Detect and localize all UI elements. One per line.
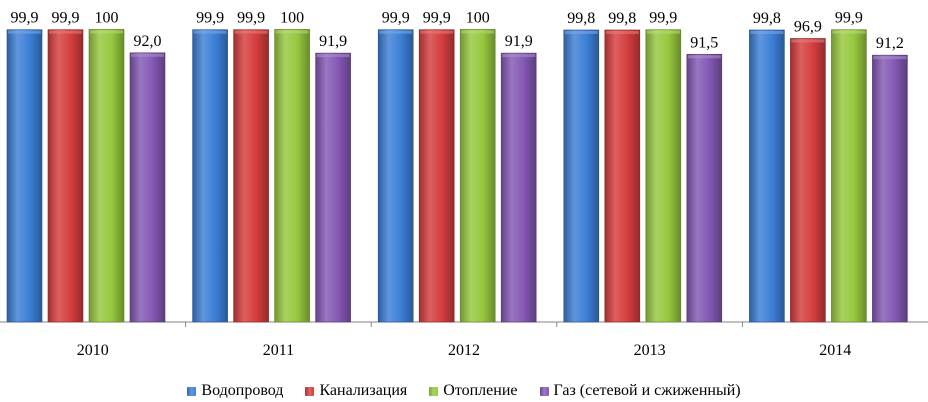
bar-1-2011 <box>192 29 228 323</box>
bar-3-2012 <box>459 29 496 323</box>
legend-label: Канализация <box>319 382 408 399</box>
plot-area: 99,9 99,9 100 92,0 2010 99,9 99,9 100 91,9 2011 99… <box>0 9 928 359</box>
bar-highlight <box>8 30 41 34</box>
bar-1-2013 <box>563 29 600 323</box>
data-label: 99,8 <box>753 10 781 27</box>
bar-highlight <box>90 30 123 34</box>
data-label: 99,9 <box>649 10 677 27</box>
bar-2-2010 <box>47 29 84 323</box>
bar-highlight <box>502 54 536 58</box>
data-label: 96,9 <box>794 18 822 35</box>
bar-highlight <box>564 30 598 34</box>
bar-4-2012 <box>500 52 537 323</box>
data-label: 91,2 <box>876 35 904 52</box>
data-label: 91,9 <box>505 33 533 50</box>
bar-highlight <box>379 30 413 34</box>
bar-highlight <box>873 56 907 60</box>
x-tick-label: 2014 <box>819 342 851 359</box>
data-label: 100 <box>466 9 490 26</box>
legend-label: Водопровод <box>201 382 284 399</box>
bar-highlight <box>646 30 680 34</box>
bar-highlight <box>234 30 268 34</box>
legend-swatch <box>539 386 549 396</box>
data-label: 99,9 <box>196 10 224 27</box>
bar-1-2014 <box>749 29 785 323</box>
data-label: 99,8 <box>567 10 595 27</box>
bar-4-2014 <box>872 54 908 323</box>
legend-item: Канализация <box>305 382 407 400</box>
bar-2-2012 <box>418 29 455 323</box>
data-label: 100 <box>95 9 119 26</box>
bar-highlight <box>420 30 454 34</box>
data-label: 99,9 <box>52 10 80 27</box>
data-label: 99,9 <box>11 10 39 27</box>
bar-highlight <box>832 30 866 34</box>
x-tick-label: 2011 <box>263 342 294 359</box>
legend-label: Отопление <box>443 382 518 399</box>
bar-highlight <box>316 54 350 58</box>
bar-highlight <box>131 53 164 57</box>
bar-1-2010 <box>6 29 43 323</box>
legend-swatch <box>429 386 439 396</box>
data-label: 99,8 <box>608 10 636 27</box>
bar-3-2010 <box>88 29 125 323</box>
bar-highlight <box>750 30 784 34</box>
data-label: 99,9 <box>423 10 451 27</box>
bar-4-2011 <box>315 52 351 323</box>
bar-2-2011 <box>233 29 269 323</box>
data-label: 99,9 <box>382 10 410 27</box>
data-label: 92,0 <box>134 33 162 50</box>
bar-3-2011 <box>274 29 310 323</box>
bar-highlight <box>193 30 227 34</box>
x-tick-label: 2013 <box>634 342 666 359</box>
bar-1-2012 <box>377 29 414 323</box>
chart-legend: Водопровод Канализация Отопление Газ (сетев… <box>0 380 928 402</box>
bar-2-2014 <box>790 38 826 323</box>
bar-highlight <box>49 30 82 34</box>
data-label: 91,5 <box>690 34 718 51</box>
data-label: 100 <box>280 9 304 26</box>
bar-highlight <box>461 30 495 34</box>
legend-item: Водопровод <box>187 382 283 400</box>
data-label: 99,9 <box>835 10 863 27</box>
legend-swatch <box>305 386 315 396</box>
bar-4-2013 <box>686 53 723 323</box>
bar-2-2013 <box>604 29 641 323</box>
bar-highlight <box>605 30 639 34</box>
data-label: 91,9 <box>319 33 347 50</box>
legend-item: Газ (сетевой и сжиженный) <box>539 382 741 400</box>
data-label: 99,9 <box>237 10 265 27</box>
legend-item: Отопление <box>429 382 518 400</box>
bar-highlight <box>791 39 825 43</box>
bar-highlight <box>275 30 309 34</box>
bar-3-2013 <box>645 29 682 323</box>
x-tick-label: 2010 <box>77 342 109 359</box>
bar-highlight <box>687 55 721 59</box>
bar-3-2014 <box>831 29 867 323</box>
x-tick-label: 2012 <box>448 342 480 359</box>
legend-swatch <box>187 386 197 396</box>
legend-label: Газ (сетевой и сжиженный) <box>553 382 741 399</box>
bar-4-2010 <box>129 52 166 323</box>
